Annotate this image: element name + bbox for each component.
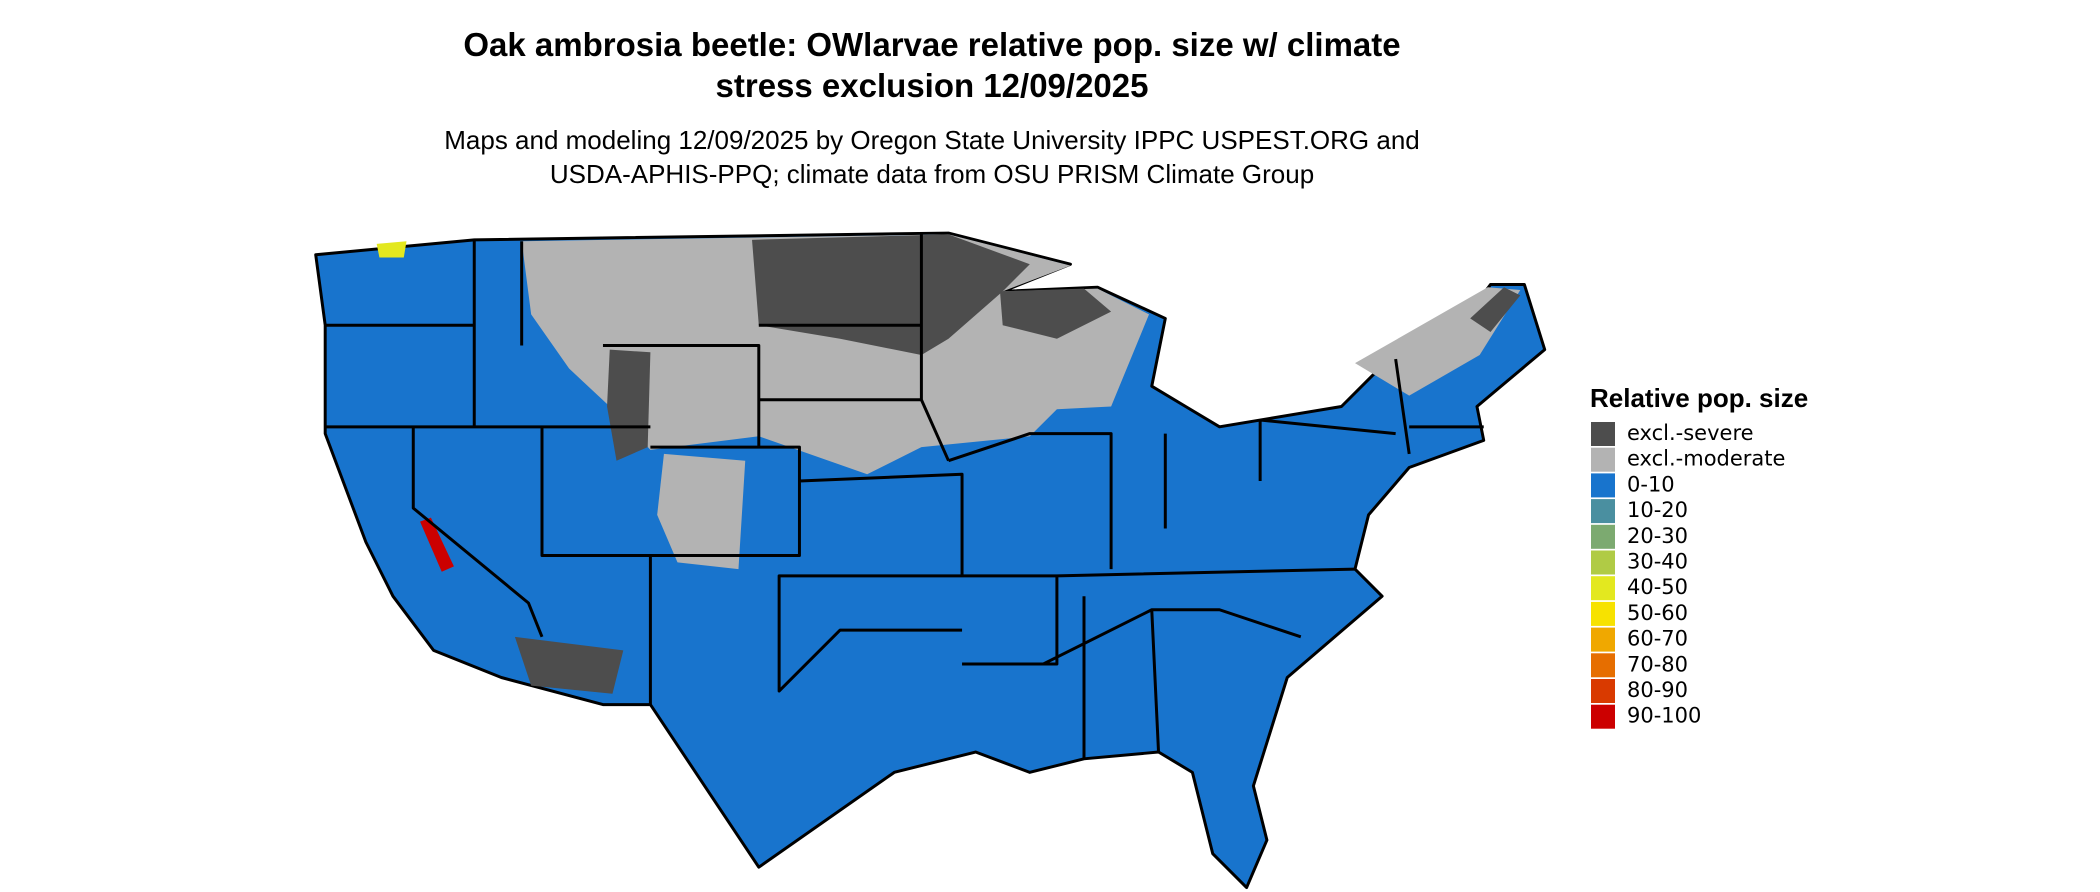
hotspot bbox=[420, 517, 454, 572]
legend-swatch bbox=[1591, 422, 1615, 446]
severe-exclusion bbox=[999, 288, 1112, 339]
legend-swatch bbox=[1591, 601, 1615, 626]
legend-label: 80-90 bbox=[1627, 678, 1688, 702]
legend-label: 60-70 bbox=[1627, 627, 1688, 651]
legend-label: 0-10 bbox=[1627, 472, 1675, 496]
legend-swatch bbox=[1591, 704, 1615, 729]
moderate-exclusion bbox=[657, 453, 746, 570]
legend-swatch bbox=[1591, 447, 1615, 472]
legend-swatch bbox=[1591, 576, 1615, 601]
severe-exclusion bbox=[607, 349, 651, 461]
legend-swatch bbox=[1591, 499, 1615, 524]
legend-swatch bbox=[1591, 653, 1615, 678]
subtitle: Maps and modeling 12/09/2025 by Oregon S… bbox=[444, 125, 1420, 155]
severe-exclusion bbox=[514, 636, 624, 694]
legend-label: 30-40 bbox=[1627, 550, 1688, 574]
legend-label: 50-60 bbox=[1627, 601, 1688, 625]
legend-swatch bbox=[1591, 473, 1615, 498]
legend-swatch bbox=[1591, 679, 1615, 703]
subtitle: USDA-APHIS-PPQ; climate data from OSU PR… bbox=[550, 159, 1314, 189]
severe-exclusion bbox=[1470, 287, 1521, 332]
map bbox=[314, 231, 1547, 890]
legend-label: 90-100 bbox=[1627, 704, 1701, 728]
hotspot bbox=[376, 241, 407, 258]
legend-label: 10-20 bbox=[1627, 498, 1688, 522]
legend-label: 20-30 bbox=[1627, 524, 1688, 548]
legend-label: excl.-moderate bbox=[1627, 447, 1785, 471]
legend-label: 70-80 bbox=[1627, 652, 1688, 676]
legend: excl.-severeexcl.-moderate0-1010-2020-30… bbox=[1591, 421, 1785, 729]
legend-swatch bbox=[1591, 627, 1615, 652]
state-borders bbox=[325, 233, 1484, 759]
title: stress exclusion 12/09/2025 bbox=[716, 67, 1149, 104]
legend-swatch bbox=[1591, 524, 1615, 549]
title: Oak ambrosia beetle: OWlarvae relative p… bbox=[463, 26, 1400, 63]
legend-label: excl.-severe bbox=[1627, 421, 1754, 445]
legend-label: 40-50 bbox=[1627, 575, 1688, 599]
legend-swatch bbox=[1591, 550, 1615, 575]
legend-title: Relative pop. size bbox=[1590, 383, 1808, 413]
